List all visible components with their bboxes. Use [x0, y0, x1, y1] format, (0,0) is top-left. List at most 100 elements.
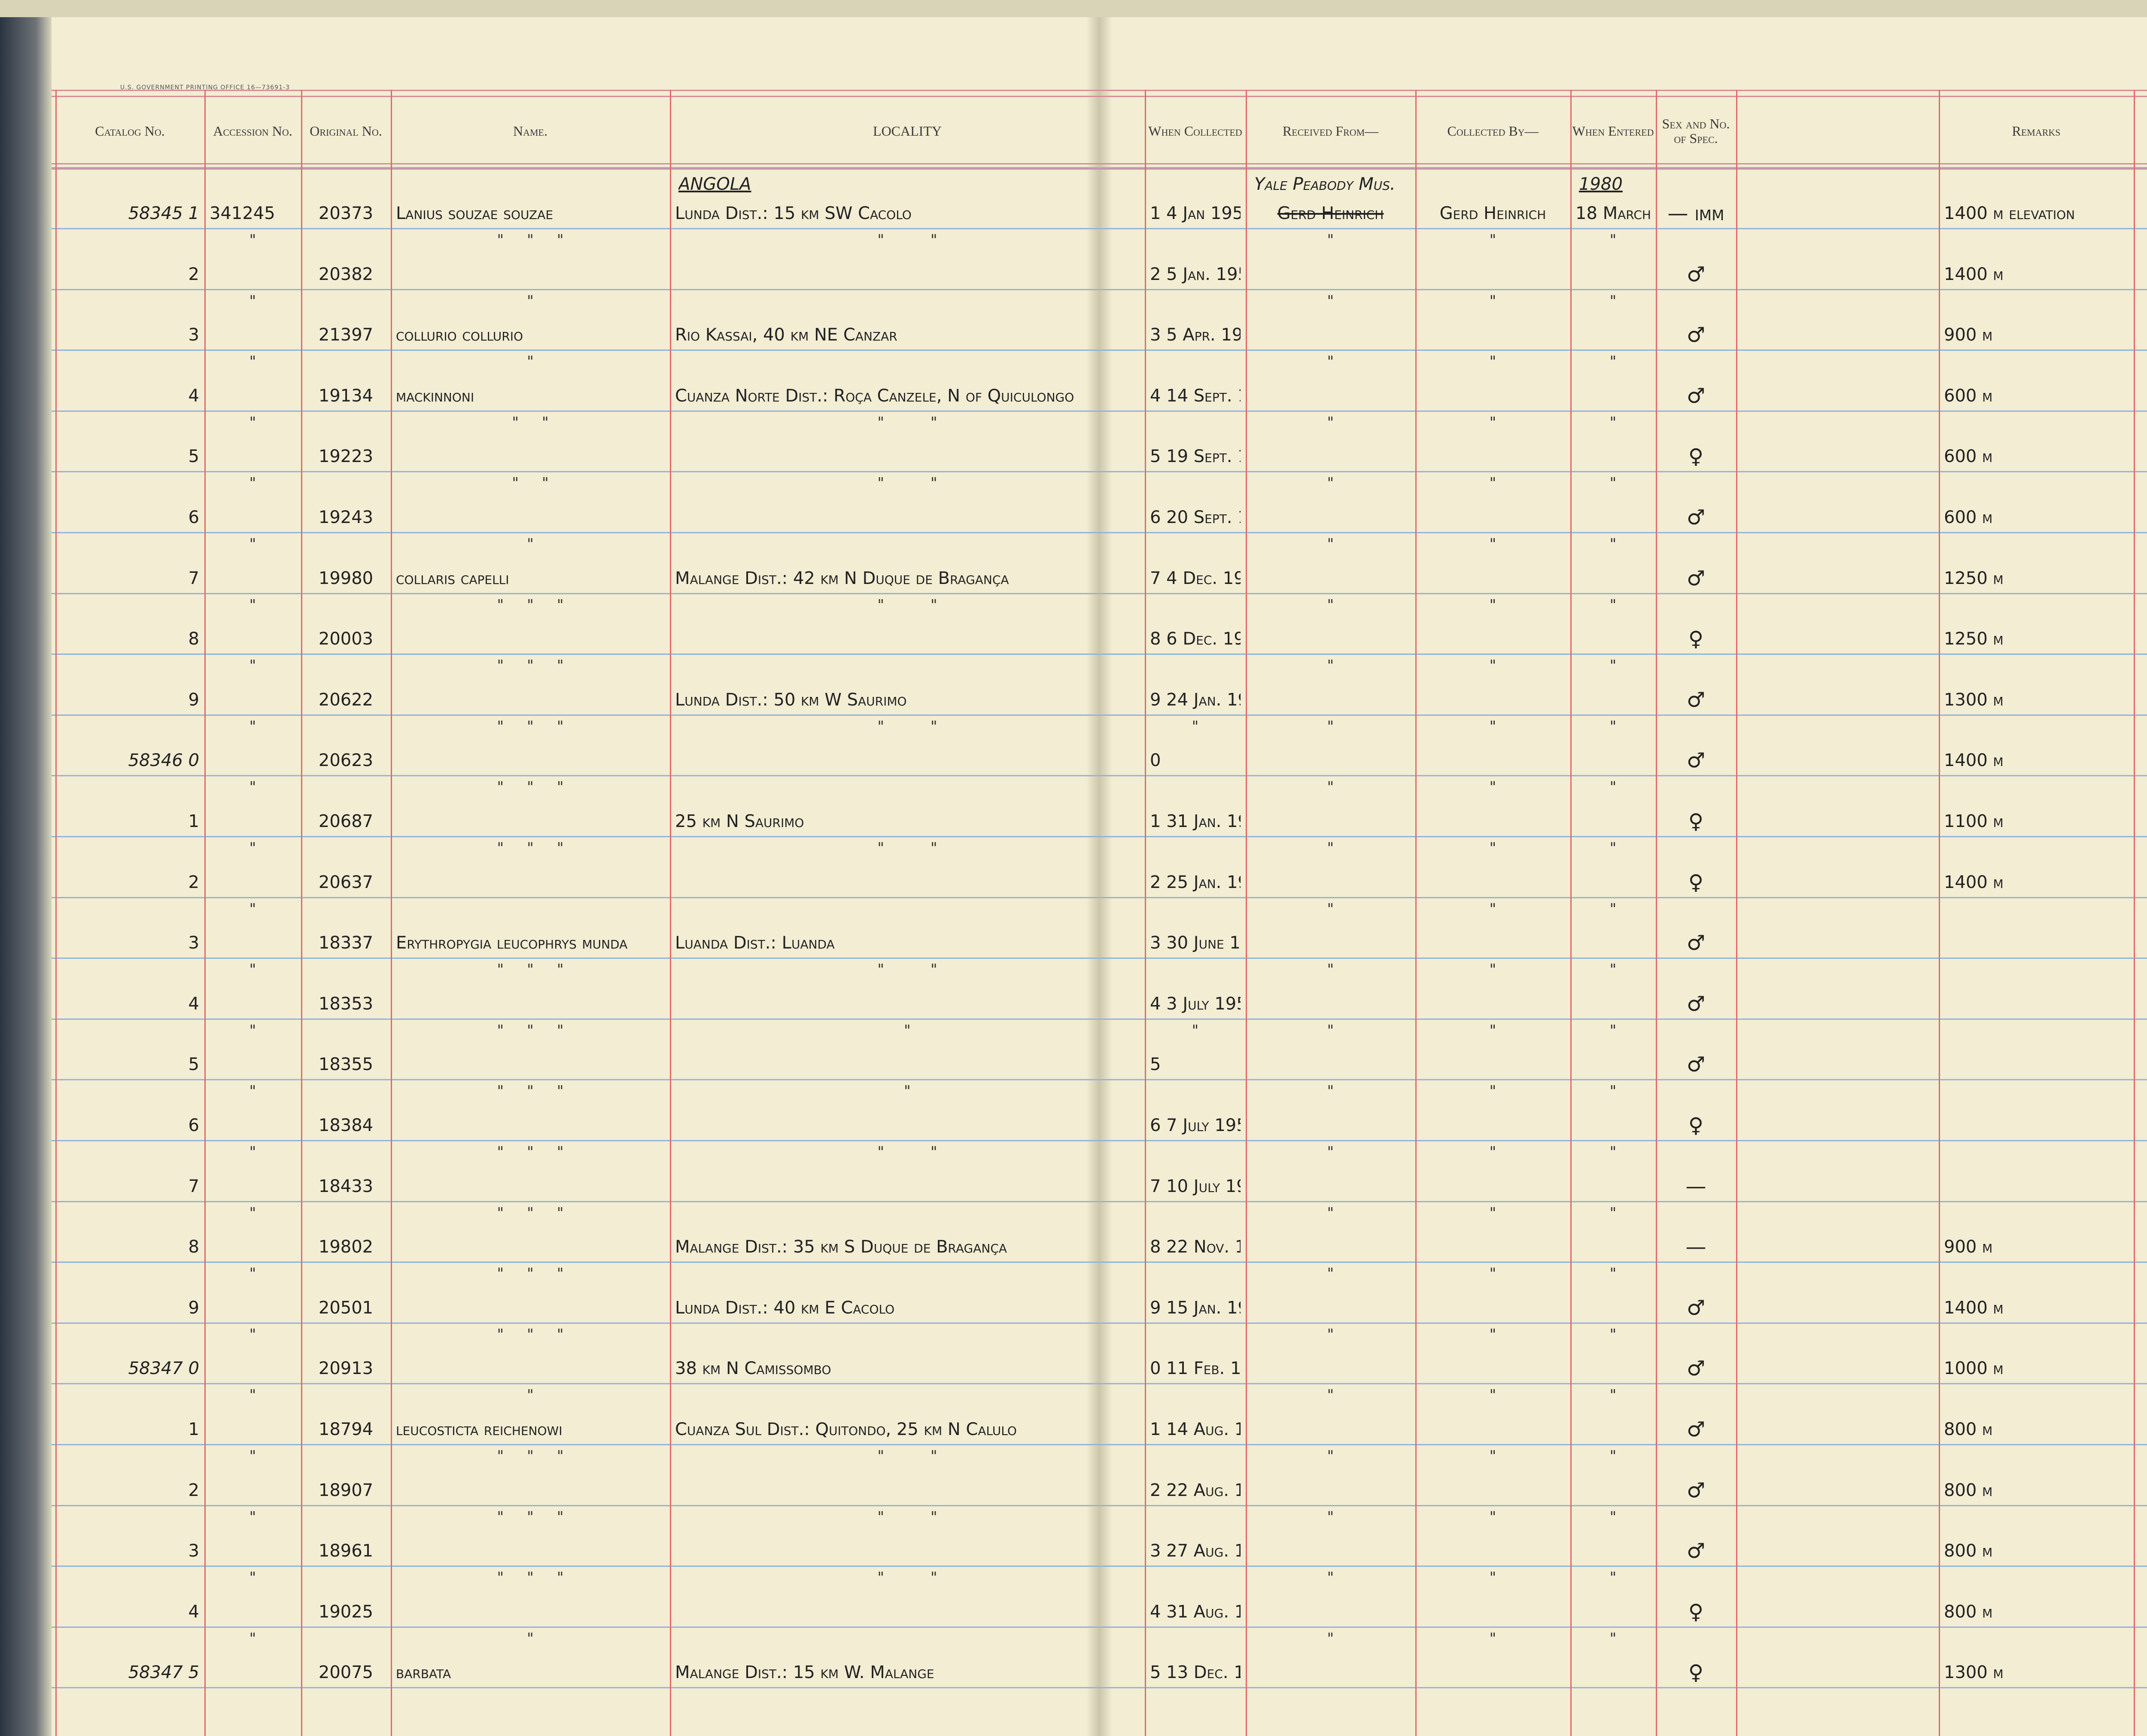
cell-name: barbata	[396, 1663, 451, 1683]
cell-locality: Lunda Dist.: 40 km E Cacolo	[675, 1298, 895, 1318]
ditto-mark: "	[1609, 1630, 1617, 1647]
ditto-mark: "	[249, 535, 256, 553]
print-line: U.S. GOVERNMENT PRINTING OFFICE 16—73691…	[120, 84, 290, 91]
ruled-line	[52, 410, 2147, 412]
ditto-mark: "	[1327, 1326, 1334, 1343]
cell-catalog: 5	[188, 447, 199, 467]
ditto-mark: "	[1192, 1022, 1199, 1039]
cell-collected: 4 31 Aug. 1957	[1150, 1602, 1241, 1622]
ditto-mark: " "	[877, 474, 937, 492]
column-header: Original No.	[310, 123, 382, 139]
ditto-mark: "	[249, 231, 256, 249]
cell-collected: 2 22 Aug. 1957	[1150, 1480, 1241, 1500]
ditto-mark: "	[1609, 292, 1617, 310]
ditto-mark: "	[1489, 1386, 1496, 1404]
cell-sex: ♂	[1686, 750, 1706, 771]
ditto-mark: "	[249, 718, 256, 735]
ditto-mark: "	[1489, 1265, 1496, 1283]
ditto-mark: "	[1609, 839, 1617, 857]
cell-name: collurio collurio	[396, 325, 523, 345]
cell-locality: 25 km N Saurimo	[675, 812, 804, 831]
ruled-line	[52, 1383, 2147, 1385]
cell-locality: 38 km N Camissombo	[675, 1359, 831, 1379]
cell-remarks: 1400 m	[1944, 1298, 2004, 1318]
cell-remarks: 1100 m	[1944, 812, 2004, 831]
ruled-line	[52, 1201, 2147, 1202]
ditto-mark: " " "	[497, 1326, 564, 1343]
page-fold	[1086, 0, 1112, 1736]
cell-remarks: 1250 m	[1944, 568, 2004, 588]
cell-remarks: 1400 m	[1944, 872, 2004, 892]
cell-collected: 5	[1150, 1055, 1161, 1075]
cell-sex: ♂	[1686, 1480, 1706, 1501]
ruled-line	[52, 714, 2147, 716]
ditto-mark: " "	[877, 1143, 937, 1161]
cell-locality: Lunda Dist.: 50 km W Saurimo	[675, 690, 907, 710]
cell-sex: ♂	[1686, 1419, 1706, 1440]
cell-original: 18337	[318, 933, 374, 953]
ditto-mark: "	[249, 1630, 256, 1647]
ditto-mark: "	[527, 1630, 534, 1647]
column-line	[1145, 90, 1146, 1736]
column-line	[301, 90, 302, 1736]
ditto-mark: "	[1609, 413, 1617, 431]
ditto-mark: "	[249, 961, 256, 979]
cell-original: 20913	[318, 1359, 374, 1379]
ditto-mark: " "	[877, 839, 937, 857]
ditto-mark: "	[1327, 718, 1334, 735]
ditto-mark: " "	[877, 961, 937, 979]
cell-remarks: 1250 m	[1944, 629, 2004, 649]
cell-sex: ♀	[1688, 1115, 1704, 1136]
ruled-line	[52, 958, 2147, 959]
ruled-line	[52, 228, 2147, 229]
ditto-mark: "	[1609, 1508, 1617, 1526]
cell-collected: 7 10 July 1957	[1150, 1176, 1241, 1196]
column-line	[1939, 90, 1940, 1736]
cell-catalog: 58346 0	[128, 751, 199, 771]
cell-collected: 1 31 Jan. 1958	[1150, 812, 1241, 831]
ditto-mark: "	[1609, 353, 1617, 371]
ditto-mark: "	[1609, 474, 1617, 492]
cell-sex: —	[1685, 1176, 1706, 1197]
cell-locality: Cuanza Norte Dist.: Roça Canzele, N of Q…	[675, 386, 1074, 406]
cell-sex: ♀	[1688, 629, 1704, 650]
column-note: ANGOLA	[678, 174, 751, 194]
ruled-line	[52, 593, 2147, 594]
ditto-mark: "	[249, 413, 256, 431]
cell-catalog: 2	[188, 872, 199, 892]
ditto-mark: "	[1609, 718, 1617, 735]
cell-original: 20623	[318, 751, 374, 771]
ditto-mark: "	[1489, 718, 1496, 735]
ditto-mark: " "	[877, 1569, 937, 1587]
ditto-mark: "	[1489, 1630, 1496, 1647]
ditto-mark: " " "	[497, 1143, 564, 1161]
cell-catalog: 3	[188, 325, 199, 345]
ruled-line	[52, 897, 2147, 898]
ruled-line	[52, 1687, 2147, 1689]
cell-locality: Lunda Dist.: 15 km SW Cacolo	[675, 204, 912, 223]
cell-sex: ♀	[1688, 872, 1704, 893]
cell-sex: ♀	[1688, 1601, 1704, 1622]
column-header: Remarks	[2012, 123, 2061, 139]
cell-collected: 2 25 Jan. 1958	[1150, 872, 1241, 892]
cell-collected: 7 4 Dec. 1957	[1150, 568, 1241, 588]
ditto-mark: "	[527, 353, 534, 371]
ditto-mark: "	[1609, 596, 1617, 614]
cell-sex: ♀	[1688, 811, 1704, 832]
ditto-mark: "	[249, 1143, 256, 1161]
ditto-mark: "	[1327, 839, 1334, 857]
cell-catalog: 4	[188, 994, 199, 1014]
ruled-line	[52, 167, 2147, 169]
ditto-mark: "	[1327, 1630, 1334, 1647]
cell-sex: ♀	[1688, 446, 1704, 467]
cell-collected: 4 14 Sept. 1957	[1150, 386, 1241, 406]
cell-collected: 0	[1150, 751, 1161, 771]
ditto-mark: "	[1489, 1082, 1496, 1100]
column-line	[391, 90, 392, 1736]
ditto-mark: " "	[877, 718, 937, 735]
cell-name: Lanius souzae souzae	[396, 204, 553, 223]
ditto-mark: "	[1609, 1204, 1617, 1222]
ditto-mark: "	[1609, 231, 1617, 249]
cell-remarks: 1300 m	[1944, 690, 2004, 710]
cell-locality: Malange Dist.: 35 km S Duque de Bragança	[675, 1237, 1007, 1257]
